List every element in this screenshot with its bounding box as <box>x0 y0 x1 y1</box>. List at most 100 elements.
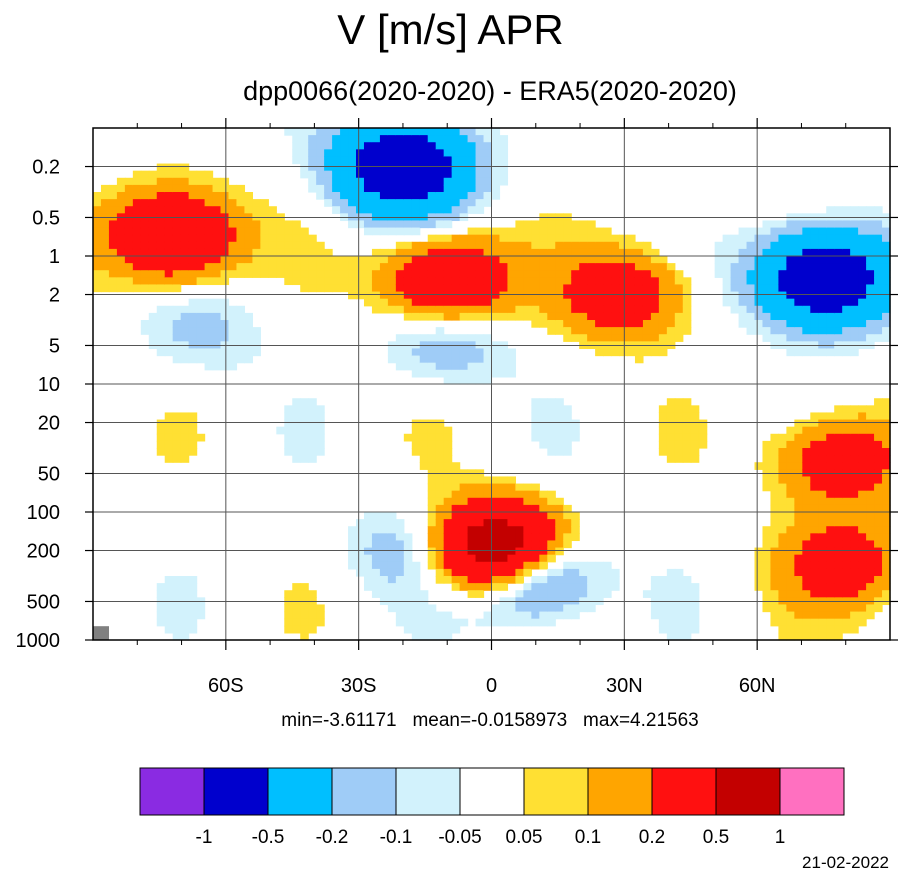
field-cell <box>340 206 349 214</box>
field-cell <box>842 504 851 513</box>
field-cell <box>491 142 501 150</box>
field-cell <box>180 348 190 357</box>
field-cell <box>332 170 341 179</box>
field-cell <box>611 277 620 286</box>
field-cell <box>786 234 795 243</box>
field-cell <box>483 312 493 321</box>
field-cell <box>363 142 373 150</box>
field-cell <box>658 590 668 598</box>
field-cell <box>754 270 764 278</box>
field-cell <box>236 256 246 264</box>
field-cell <box>459 540 469 549</box>
field-cell <box>866 440 875 449</box>
field-cell <box>148 270 158 278</box>
field-cell <box>826 590 835 598</box>
field-cell <box>794 526 803 534</box>
field-cell <box>754 305 764 314</box>
field-cell <box>826 263 835 271</box>
field-cell <box>363 270 373 278</box>
field-cell <box>778 490 787 499</box>
field-cell <box>650 256 660 264</box>
field-cell <box>180 419 190 428</box>
field-cell <box>172 305 182 314</box>
field-cell <box>650 590 660 598</box>
field-cell <box>363 170 373 179</box>
field-cell <box>379 156 389 165</box>
field-cell <box>626 256 636 264</box>
field-cell <box>826 248 835 257</box>
field-cell <box>634 355 644 364</box>
field-cell <box>300 128 309 136</box>
field-cell <box>475 547 485 556</box>
field-cell <box>188 305 198 314</box>
field-cell <box>666 284 676 293</box>
y-tick-label: 100 <box>27 502 60 524</box>
field-cell <box>802 433 811 442</box>
field-cell <box>810 590 819 598</box>
field-cell <box>563 440 572 449</box>
field-cell <box>523 291 532 300</box>
field-cell <box>459 206 469 214</box>
field-cell <box>451 476 461 485</box>
field-cell <box>387 163 397 172</box>
field-cell <box>475 184 485 193</box>
field-cell <box>539 312 548 321</box>
field-cell <box>738 227 748 236</box>
field-cell <box>172 419 182 428</box>
field-cell <box>284 426 293 435</box>
field-cell <box>802 248 811 257</box>
field-cell <box>443 561 453 570</box>
field-cell <box>459 192 469 200</box>
field-cell <box>324 184 333 193</box>
field-cell <box>220 220 230 229</box>
field-cell <box>515 220 524 229</box>
field-cell <box>196 206 206 214</box>
field-cell <box>842 568 851 577</box>
field-cell <box>770 227 780 236</box>
field-cell <box>308 455 317 463</box>
field-cell <box>794 256 803 264</box>
field-cell <box>874 440 883 449</box>
field-cell <box>778 440 787 449</box>
field-cell <box>874 227 883 236</box>
field-cell <box>563 305 572 314</box>
field-cell <box>459 497 469 506</box>
field-cell <box>220 277 230 286</box>
field-cell <box>714 241 724 250</box>
field-cell <box>850 590 859 598</box>
field-cell <box>292 618 301 627</box>
field-cell <box>571 320 580 328</box>
field-cell <box>483 369 493 378</box>
field-cell <box>172 334 182 342</box>
field-cell <box>842 419 851 428</box>
field-cell <box>794 476 803 485</box>
field-cell <box>818 547 827 556</box>
field-cell <box>459 583 469 591</box>
field-cell <box>435 312 445 321</box>
field-cell <box>634 348 644 357</box>
field-cell <box>316 135 325 143</box>
field-cell <box>451 348 461 357</box>
field-cell <box>451 526 461 534</box>
field-cell <box>196 170 206 179</box>
field-cell <box>292 156 301 165</box>
field-cell <box>874 291 883 300</box>
field-cell <box>260 206 269 214</box>
field-cell <box>810 462 819 470</box>
field-cell <box>882 526 891 534</box>
field-cell <box>156 305 166 314</box>
field-cell <box>882 419 891 428</box>
field-cell <box>499 497 509 506</box>
field-cell <box>356 263 365 271</box>
field-cell <box>882 320 891 328</box>
field-cell <box>874 519 883 527</box>
colorbar-label: -1 <box>196 827 213 848</box>
field-cell <box>411 227 421 236</box>
field-cell <box>379 128 389 136</box>
field-cell <box>435 355 445 364</box>
field-cell <box>826 320 835 328</box>
field-cell <box>371 526 381 534</box>
field-cell <box>762 241 772 250</box>
field-cell <box>810 632 819 641</box>
field-cell <box>587 227 596 236</box>
